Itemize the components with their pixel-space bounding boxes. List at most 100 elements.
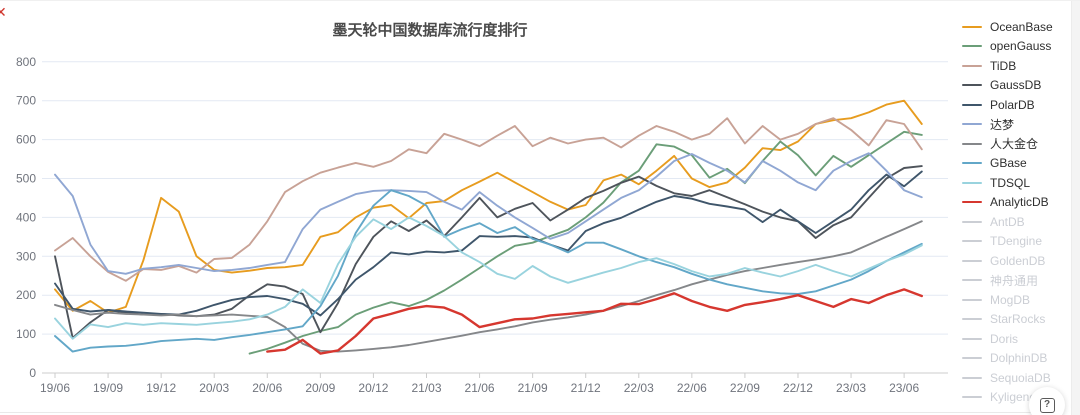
legend-swatch [962,279,982,282]
legend-item-SequoiaDB[interactable]: SequoiaDB [962,368,1053,388]
y-axis-label: 400 [16,210,36,224]
legend-item-神舟通用[interactable]: 神舟通用 [962,271,1053,291]
legend-item-openGauss[interactable]: openGauss [962,37,1053,57]
legend-label: MogDB [990,292,1031,307]
legend-label: TDSQL [990,175,1031,190]
x-axis-label: 19/09 [93,381,123,395]
legend-item-TDengine[interactable]: TDengine [962,232,1053,252]
close-icon[interactable]: ✕ [0,4,7,21]
legend-item-GBase[interactable]: GBase [962,154,1053,174]
x-axis-label: 20/03 [199,381,229,395]
x-axis-label: 20/09 [305,381,335,395]
legend-label: AnalyticDB [990,195,1049,210]
legend-label: OceanBase [990,19,1053,34]
help-button[interactable]: ? [1029,387,1065,415]
legend-swatch [962,259,982,262]
legend-swatch [962,123,982,126]
legend-label: 人大金仓 [990,137,1039,152]
legend-swatch [962,240,982,243]
x-axis-label: 21/06 [465,381,495,395]
legend-label: openGauss [990,39,1052,54]
legend-item-MogDB[interactable]: MogDB [962,290,1053,310]
legend-swatch [962,45,982,48]
legend-swatch [962,181,982,184]
y-axis-label: 0 [29,366,36,380]
series-line-TDSQL[interactable] [54,216,923,340]
legend-item-OceanBase[interactable]: OceanBase [962,17,1053,37]
series-line-GaussDB[interactable] [54,165,923,339]
legend-swatch [962,84,982,87]
x-axis-label: 21/03 [411,381,441,395]
legend-swatch [962,396,982,399]
question-mark-icon: ? [1039,397,1055,413]
x-axis-label: 19/06 [40,381,70,395]
legend-item-GaussDB[interactable]: GaussDB [962,76,1053,96]
legend-swatch [962,103,982,106]
legend-label: GaussDB [990,78,1042,93]
y-axis-label: 600 [16,133,36,147]
legend-label: 达梦 [990,117,1015,132]
legend-swatch [962,318,982,321]
legend-label: DolphinDB [990,351,1048,366]
x-axis-label: 20/06 [252,381,282,395]
y-axis-label: 300 [16,249,36,263]
x-axis-label: 22/09 [730,381,760,395]
series-line-openGauss[interactable] [248,130,923,355]
legend-swatch [962,357,982,360]
legend-item-StarRocks[interactable]: StarRocks [962,310,1053,330]
legend-item-AntDB[interactable]: AntDB [962,212,1053,232]
y-axis-label: 200 [16,288,36,302]
series-line-AnalyticDB[interactable] [266,288,923,355]
legend-label: 神舟通用 [990,273,1039,288]
page-scrollbar[interactable] [1071,1,1080,415]
x-axis-label: 22/03 [624,381,654,395]
series-line-OceanBase[interactable] [54,99,923,314]
x-axis-label: 21/12 [571,381,601,395]
series-line-PolarDB[interactable] [54,170,923,317]
legend-item-GoldenDB[interactable]: GoldenDB [962,251,1053,271]
legend-item-Doris[interactable]: Doris [962,329,1053,349]
legend-label: AntDB [990,214,1025,229]
legend-label: TiDB [990,58,1017,73]
x-axis-label: 19/12 [146,381,176,395]
x-axis-label: 23/06 [889,381,919,395]
legend-item-TDSQL[interactable]: TDSQL [962,173,1053,193]
chart-legend: OceanBase openGauss TiDB GaussDB PolarDB 达梦人大… [962,17,1053,407]
legend-item-TiDB[interactable]: TiDB [962,56,1053,76]
legend-swatch [962,162,982,165]
legend-swatch [962,25,982,28]
legend-swatch [962,337,982,340]
series-line-TiDB[interactable] [54,117,923,282]
legend-swatch [962,64,982,67]
legend-item-DolphinDB[interactable]: DolphinDB [962,349,1053,369]
x-axis-label: 22/06 [677,381,707,395]
y-axis-label: 800 [16,55,36,69]
legend-item-PolarDB[interactable]: PolarDB [962,95,1053,115]
series-line-达梦[interactable] [54,152,923,275]
legend-item-人大金仓[interactable]: 人大金仓 [962,134,1053,154]
legend-label: GBase [990,156,1027,171]
series-line-人大金仓[interactable] [54,220,923,353]
x-axis-label: 23/03 [836,381,866,395]
legend-swatch [962,298,982,301]
y-axis-label: 100 [16,327,36,341]
legend-label: TDengine [990,234,1043,249]
bottom-divider [0,412,1062,413]
legend-label: GoldenDB [990,253,1046,268]
series-line-GBase[interactable] [54,189,923,353]
legend-label: PolarDB [990,97,1035,112]
x-axis-label: 22/12 [783,381,813,395]
legend-swatch [962,220,982,223]
legend-swatch [962,201,982,204]
y-axis-label: 500 [16,172,36,186]
legend-swatch [962,376,982,379]
legend-item-AnalyticDB[interactable]: AnalyticDB [962,193,1053,213]
x-axis-label: 21/09 [518,381,548,395]
y-axis-label: 700 [16,94,36,108]
legend-label: Doris [990,331,1019,346]
legend-item-达梦[interactable]: 达梦 [962,115,1053,135]
x-axis-label: 20/12 [358,381,388,395]
legend-label: SequoiaDB [990,370,1051,385]
